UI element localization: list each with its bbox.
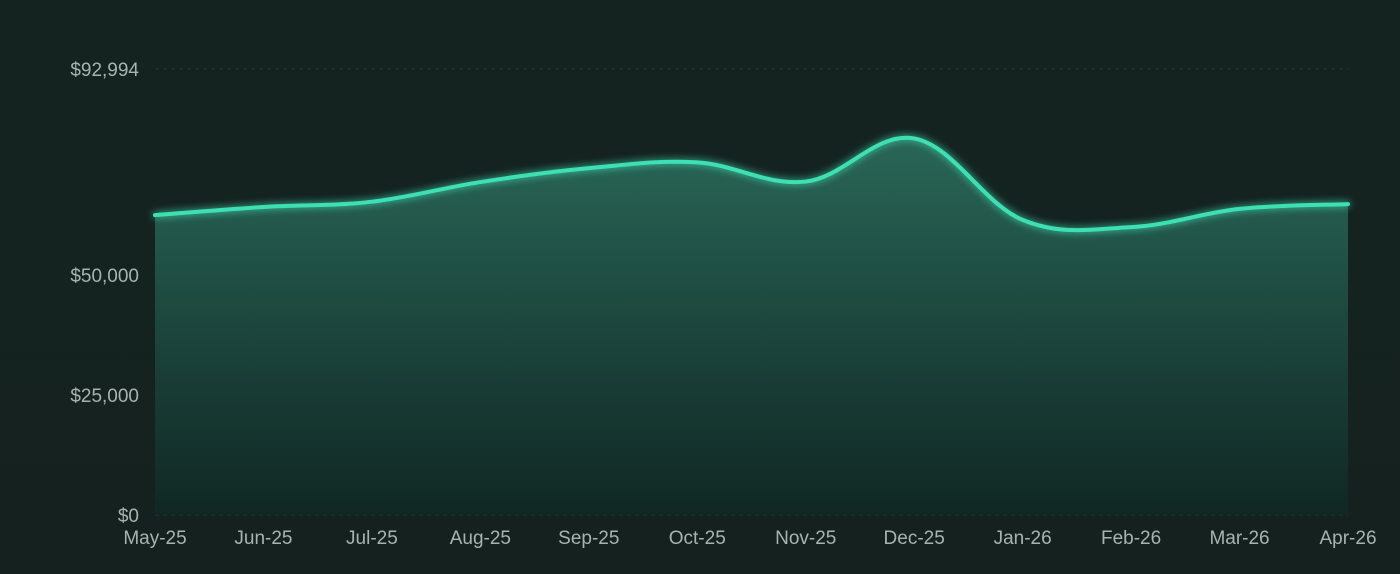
series-line-layer xyxy=(153,135,1350,233)
x-tick-label: Jan-26 xyxy=(994,528,1052,549)
x-tick-label: Aug-25 xyxy=(450,528,511,549)
data-point-may-25 xyxy=(153,213,157,217)
data-point-mar-26 xyxy=(1238,207,1242,211)
y-tick-label: $50,000 xyxy=(70,266,139,287)
x-tick-label: Dec-25 xyxy=(884,528,945,549)
y-axis: $0 $25,000 $50,000 $92,994 xyxy=(70,60,139,527)
data-point-dec-25 xyxy=(912,136,916,140)
x-axis: May-25 Jun-25 Jul-25 Aug-25 Sep-25 Oct-25 Nov-… xyxy=(123,528,1376,549)
x-tick-label: Jun-25 xyxy=(234,528,292,549)
data-point-apr-26 xyxy=(1346,202,1350,206)
x-tick-label: Feb-26 xyxy=(1101,528,1161,549)
data-point-aug-25 xyxy=(478,180,482,184)
y-tick-label: $25,000 xyxy=(70,386,139,407)
data-point-feb-26 xyxy=(1129,225,1133,229)
x-tick-label: Apr-26 xyxy=(1319,528,1376,549)
data-point-sep-25 xyxy=(587,166,591,170)
y-tick-label: $92,994 xyxy=(70,60,139,81)
y-tick-label: $0 xyxy=(118,506,139,527)
data-point-oct-25 xyxy=(695,160,699,164)
x-tick-label: Mar-26 xyxy=(1209,528,1269,549)
data-point-jul-25 xyxy=(370,200,374,204)
data-point-jun-25 xyxy=(261,205,265,209)
x-tick-label: May-25 xyxy=(123,528,186,549)
data-point-nov-25 xyxy=(804,180,808,184)
x-tick-label: Jul-25 xyxy=(346,528,398,549)
x-tick-label: Sep-25 xyxy=(558,528,619,549)
series-area xyxy=(155,137,1348,515)
area-fill-layer xyxy=(155,137,1348,515)
data-point-jan-26 xyxy=(1021,218,1025,222)
x-tick-label: Nov-25 xyxy=(775,528,836,549)
x-tick-label: Oct-25 xyxy=(669,528,726,549)
series-line xyxy=(153,135,1350,233)
